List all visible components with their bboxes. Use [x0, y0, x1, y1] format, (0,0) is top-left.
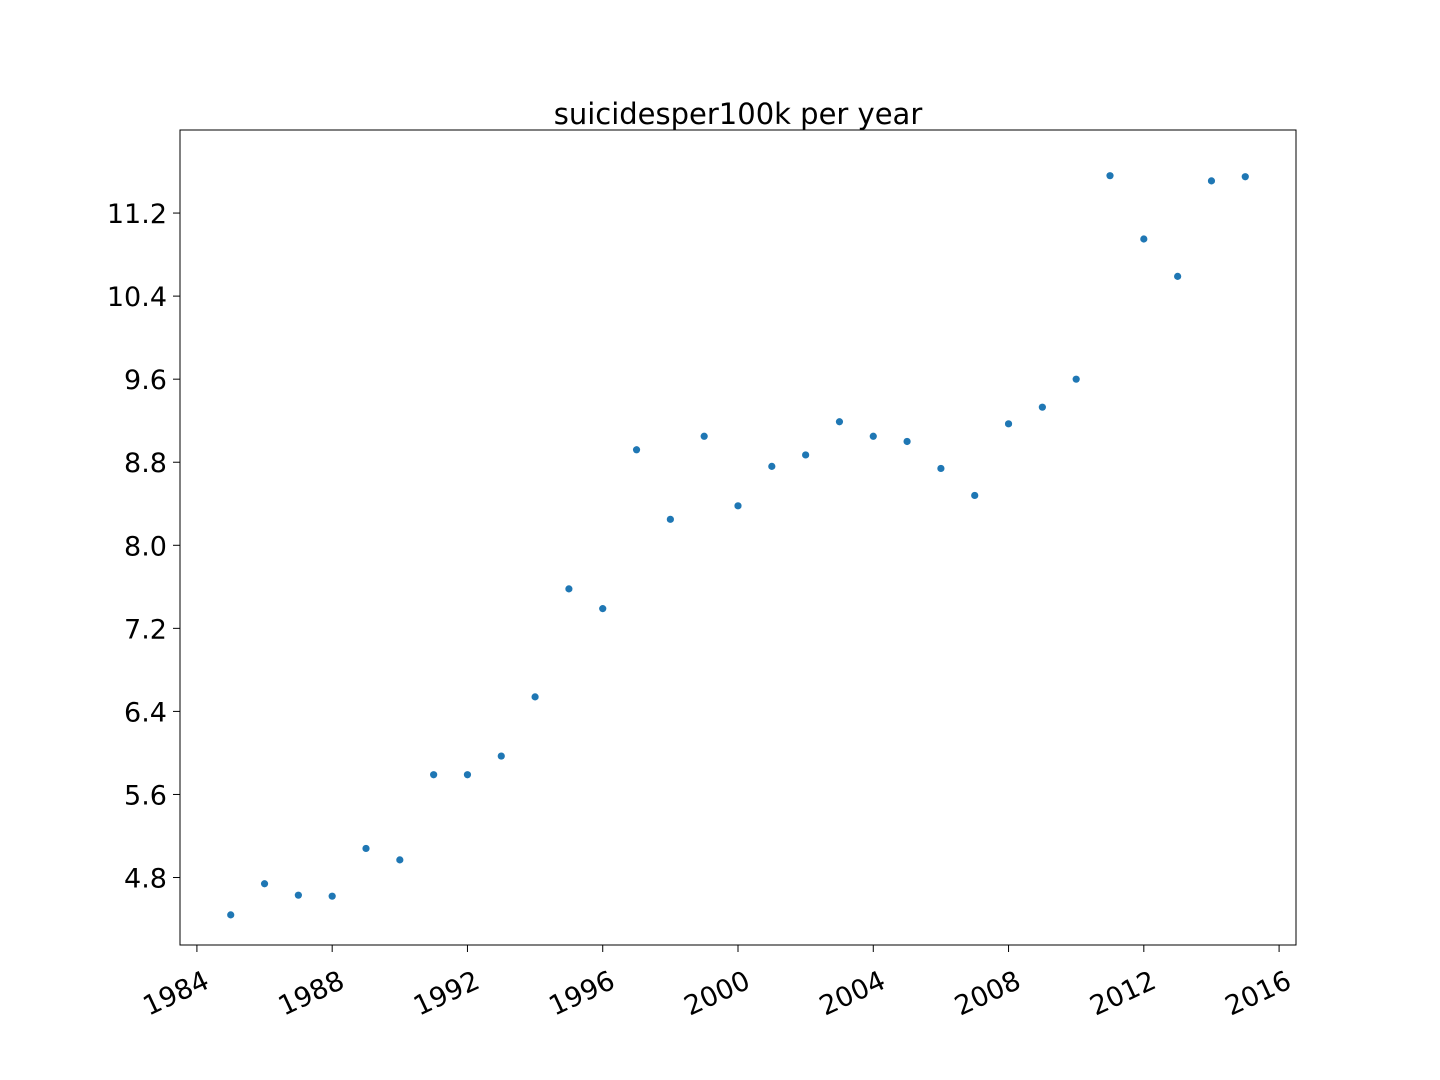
data-point: [632, 446, 641, 454]
data-point: [1004, 420, 1013, 428]
x-tick-label: 2004: [815, 965, 890, 1022]
data-point: [565, 585, 573, 593]
data-point: [835, 418, 844, 426]
data-point: [768, 462, 776, 470]
data-point: [227, 911, 235, 919]
data-point: [362, 844, 370, 853]
y-tick-label: 9.6: [124, 365, 167, 396]
y-tick-label: 8.8: [124, 448, 167, 479]
y-tick-label: 8.0: [124, 531, 167, 562]
x-tick-label: 2012: [1085, 965, 1160, 1022]
data-point: [531, 693, 539, 701]
data-point: [463, 771, 472, 779]
chart-title: suicidesper100k per year: [554, 97, 923, 131]
data-point: [599, 605, 607, 613]
data-point: [1106, 172, 1114, 180]
data-point: [971, 491, 979, 500]
x-tick-label: 1992: [409, 965, 484, 1022]
data-point: [700, 432, 708, 440]
data-point: [396, 856, 404, 864]
y-tick-label: 10.4: [107, 282, 167, 313]
data-point: [734, 502, 742, 510]
data-point: [260, 880, 269, 888]
x-tick-label: 1984: [138, 965, 213, 1022]
x-axis: 1984 1988 1992 1996 2000 2004 2008 2012 2016: [138, 945, 1296, 1022]
y-tick-label: 6.4: [124, 697, 167, 728]
data-point: [869, 432, 877, 440]
plot-frame: [179, 129, 1297, 946]
data-point: [497, 752, 505, 760]
y-tick-label: 4.8: [124, 864, 167, 895]
data-points: [227, 172, 1249, 919]
y-tick-label: 5.6: [124, 780, 167, 811]
x-tick-label: 2000: [680, 965, 755, 1022]
data-point: [937, 464, 945, 473]
data-point: [1174, 272, 1182, 280]
y-tick-label: 11.2: [107, 199, 167, 230]
y-tick-label: 7.2: [124, 614, 167, 645]
data-point: [802, 451, 810, 459]
data-point: [430, 771, 438, 779]
data-point: [903, 437, 911, 446]
data-point: [666, 515, 674, 523]
data-point: [1072, 375, 1080, 383]
data-point: [1241, 173, 1249, 181]
x-tick-label: 2016: [1221, 965, 1296, 1022]
data-point: [294, 891, 302, 899]
data-point: [1207, 177, 1216, 185]
x-tick-label: 2008: [950, 965, 1025, 1022]
data-point: [1140, 235, 1148, 243]
x-tick-label: 1996: [544, 965, 619, 1022]
data-point: [328, 892, 336, 900]
y-axis: 4.8 5.6 6.4 7.2 8.0 8.8 9.6 10.4 11.2: [107, 199, 180, 895]
x-tick-label: 1988: [274, 965, 349, 1022]
data-point: [1038, 403, 1046, 411]
